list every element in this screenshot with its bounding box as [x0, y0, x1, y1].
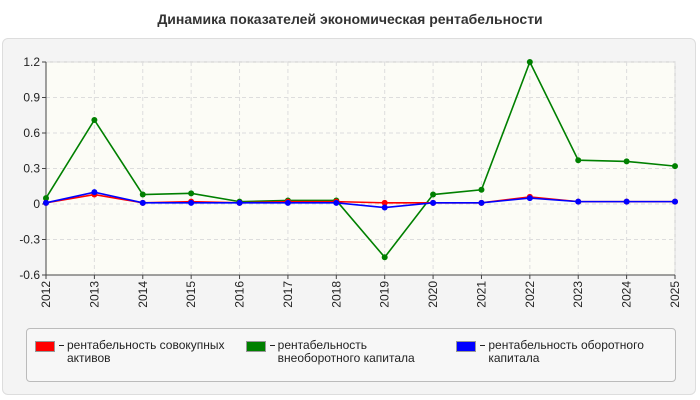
x-tick-label: 2017 [281, 281, 295, 308]
legend-dash [59, 345, 64, 346]
data-point [526, 195, 533, 202]
series-line [45, 59, 676, 259]
data-point [381, 199, 388, 206]
y-tick-label: 0 [33, 197, 40, 211]
data-point [43, 199, 49, 206]
y-tick-label: -0.6 [19, 268, 40, 282]
x-tick-label: 2018 [329, 281, 343, 308]
legend-label: рентабельность внеоборотного капитала [277, 338, 415, 365]
data-point [236, 199, 243, 206]
x-tick-label: 2012 [39, 281, 53, 308]
series-line [45, 191, 675, 209]
y-tick-label: -0.3 [19, 233, 40, 247]
data-point [430, 191, 437, 198]
legend-label: рентабельность совокупных активов [67, 338, 225, 365]
legend-dash [269, 345, 275, 346]
plot-area [45, 61, 676, 276]
x-tick-label: 2019 [378, 281, 392, 308]
data-point [188, 199, 195, 206]
legend-swatch [35, 341, 55, 352]
legend: рентабельность совокупных активов рентабе… [26, 328, 676, 382]
data-point [43, 195, 49, 202]
x-tick-label: 2025 [668, 281, 682, 308]
legend-item: рентабельность совокупных активов [35, 339, 246, 381]
y-tick-label: 1.2 [23, 55, 40, 69]
legend-swatch [245, 341, 266, 352]
data-point [430, 199, 437, 206]
data-point [139, 199, 146, 206]
data-point [623, 198, 630, 205]
legend-item: рентабельность оборотного капитала [456, 339, 667, 381]
data-point [478, 186, 485, 193]
x-tick-label: 2016 [233, 281, 247, 308]
data-point [478, 199, 485, 206]
x-tick-label: 2014 [136, 281, 150, 308]
data-point [526, 59, 533, 65]
x-tick-label: 2024 [620, 281, 634, 308]
data-point [139, 191, 146, 198]
x-tick-label: 2013 [87, 281, 101, 308]
data-point [575, 157, 582, 164]
data-point [188, 190, 195, 197]
data-point [91, 189, 98, 196]
x-tick-label: 2015 [184, 281, 198, 308]
legend-item: рентабельность внеоборотного капитала [245, 338, 457, 381]
chart-title: Динамика показателей экономическая рента… [157, 11, 543, 27]
y-tick-label: 0.6 [23, 126, 40, 140]
y-tick-label: 0.3 [23, 162, 40, 176]
data-point [672, 198, 678, 205]
legend-dash [480, 345, 486, 346]
x-tick-label: 2022 [523, 281, 537, 308]
data-point [575, 198, 582, 205]
data-point [381, 254, 388, 261]
data-point [672, 163, 678, 170]
data-point [333, 199, 340, 206]
x-tick-label: 2021 [474, 281, 488, 308]
data-point [623, 158, 630, 165]
x-tick-label: 2020 [426, 281, 440, 308]
x-tick-label: 2023 [571, 281, 585, 308]
legend-swatch [456, 341, 477, 352]
data-point [381, 204, 388, 211]
data-point [91, 116, 98, 123]
y-tick-label: 0.9 [23, 91, 40, 105]
data-point [284, 199, 291, 206]
legend-label: рентабельность оборотного капитала [488, 338, 644, 365]
